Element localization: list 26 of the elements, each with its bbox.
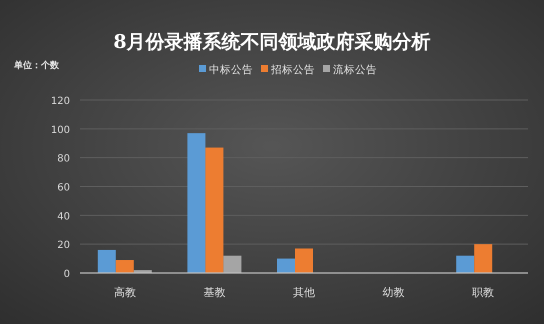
x-tick-label: 高教: [114, 286, 136, 299]
x-tick-label: 幼教: [382, 286, 405, 299]
y-tick-label: 0: [64, 269, 70, 280]
bar: [205, 148, 224, 273]
y-tick-label: 60: [57, 182, 70, 194]
text: 单位：个数: [13, 60, 60, 71]
legend-label: 流标公告: [333, 63, 377, 76]
bar: [223, 256, 242, 273]
bar: [116, 260, 134, 273]
x-tick-label: 其他: [293, 286, 315, 299]
bar: [98, 250, 116, 273]
legend-label: 中标公告: [209, 63, 253, 76]
x-tick-label: 职教: [472, 286, 494, 299]
bar: [456, 256, 474, 273]
bar: [187, 133, 206, 273]
chart-title: 8月份录播系统不同领域政府采购分析: [113, 31, 431, 53]
y-tick-label: 80: [57, 154, 70, 165]
y-tick-label: 40: [57, 211, 70, 222]
bar: [295, 248, 313, 273]
x-tick-label: 基教: [203, 286, 226, 299]
y-tick-label: 20: [57, 240, 70, 252]
y-tick-label: 120: [50, 96, 70, 107]
bar: [277, 258, 295, 273]
y-tick-label: 100: [50, 124, 70, 136]
bar: [474, 244, 492, 273]
legend-label: 招标公告: [270, 63, 315, 76]
